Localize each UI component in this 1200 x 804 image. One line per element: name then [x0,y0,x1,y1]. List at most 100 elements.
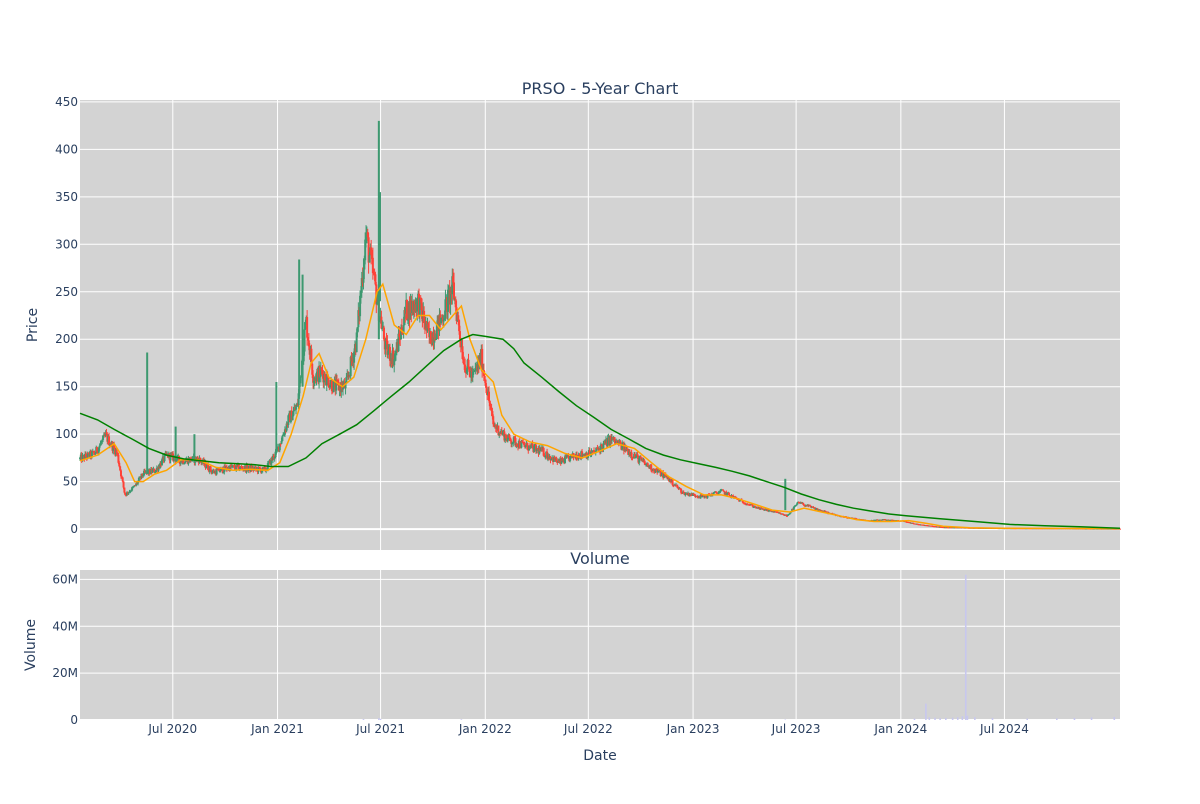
candle-body [165,452,168,454]
candle-body [371,257,374,274]
candle-body [184,460,187,462]
candle-body [137,477,140,481]
candle-body [526,443,529,450]
volume-axis-label: Volume [23,619,39,671]
candle-body [794,505,797,507]
candle-body [367,237,370,263]
candle-body [732,495,735,498]
price-y-tick-label: 250 [55,285,78,299]
candle-body [457,315,460,321]
candle-body [209,466,212,471]
volume-bar [362,719,365,720]
candle-body [763,509,766,511]
candle-body [542,448,545,456]
candle-body [179,461,182,464]
candle-body [400,327,403,340]
volume-bar [378,718,380,720]
price-y-tick-label: 400 [55,142,78,156]
candle-body [558,461,561,463]
candle-body [285,423,288,431]
candle-body [660,475,663,477]
candle-body [511,443,514,445]
candle-body [567,455,570,458]
candle-body [774,511,777,513]
candle-body [718,491,721,493]
candle-body [701,496,704,498]
candle-body [365,235,368,240]
candle-body [141,473,144,477]
candle-body [717,492,720,495]
candle-body [392,350,395,366]
candle-body [258,466,261,468]
candle-body [246,464,249,471]
volume-bar [1090,717,1093,720]
candle-body [646,463,649,467]
candle-body [908,522,911,524]
candle-body [518,441,521,448]
candle-body [434,337,437,340]
price-y-tick-label: 450 [55,95,78,109]
candle-body [463,363,466,365]
candle-body [241,467,244,469]
candle-body [726,492,729,495]
candle-body [741,500,744,503]
candle-body [311,363,314,375]
candle-body [809,505,812,508]
candle-body [196,457,199,460]
candle-body [403,310,406,326]
candle-body [320,368,323,371]
candle-body [183,463,186,465]
candle-body [116,452,119,455]
candle-body [523,442,526,445]
candle-body [215,469,218,475]
volume-bar [974,717,976,720]
volume-bar [966,715,969,720]
candle-body [750,504,753,506]
volume-bars [362,574,1116,721]
candle-body [664,474,667,477]
candle-body [452,276,455,283]
candle-body [814,507,817,510]
candle-body [92,451,95,453]
candle-body [600,444,603,446]
price-y-tick-label: 200 [55,332,78,346]
candle-body [321,370,324,374]
candle-body [129,491,132,493]
candle-body [727,492,730,496]
candle-body [130,490,133,492]
candle-body [325,373,328,385]
candle-body [619,441,622,445]
candle-body [663,473,666,475]
candle-body [546,451,549,459]
candle-body [292,410,295,416]
candle-body [435,323,438,340]
candle-body [451,276,454,295]
candle-body [524,445,527,447]
candle-body [533,445,536,452]
volume-bar [784,719,787,721]
candle-body [779,512,782,514]
candle-body [267,462,270,464]
candle-body [803,504,806,506]
volume-bar [1056,718,1058,720]
candle-body [233,465,236,469]
candle-body [788,513,791,515]
candle-body [444,299,447,319]
candle-body [140,473,143,479]
candle-body [712,492,715,495]
candle-body [452,282,455,300]
candle-body [225,466,228,470]
candle-body [636,454,639,456]
candle-body [447,289,450,312]
candle-body [795,504,798,506]
candle-body [624,445,627,452]
price-axis-label: Price [25,308,41,342]
candle-body [135,482,138,486]
candle-body [240,466,243,468]
candle-body [634,456,637,458]
candle-body [303,329,306,352]
candle-body [279,443,282,445]
candle-body [746,503,749,505]
candle-body [442,319,445,322]
candle-body [380,316,383,329]
